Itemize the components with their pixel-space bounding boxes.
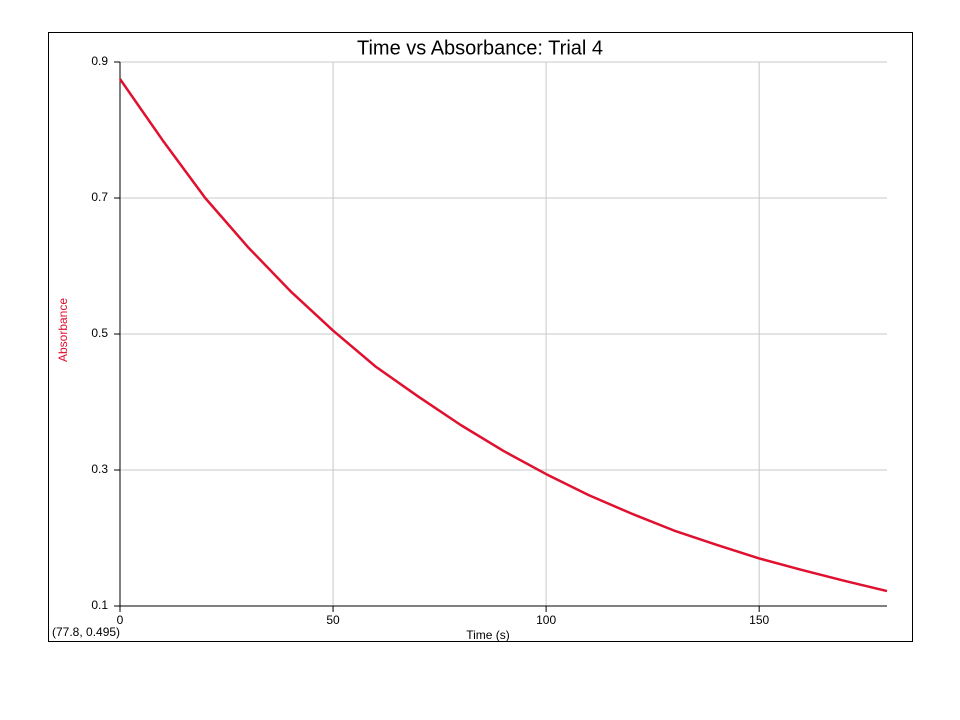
chart-title: Time vs Absorbance: Trial 4	[357, 37, 603, 59]
y-axis-label: Absorbance	[56, 298, 70, 362]
x-tick-label: 0	[117, 613, 124, 627]
x-tick-label: 100	[536, 613, 556, 627]
annotation: (77.8, 0.495)	[52, 625, 120, 639]
y-tick-label: 0.3	[91, 462, 108, 476]
x-tick-label: 150	[749, 613, 769, 627]
frame	[48, 32, 913, 642]
y-tick-label: 0.1	[91, 598, 108, 612]
x-axis-label: Time (s)	[466, 628, 510, 642]
y-tick-label: 0.7	[91, 190, 108, 204]
y-tick-label: 0.9	[91, 54, 108, 68]
x-tick-label: 50	[326, 613, 340, 627]
y-tick-label: 0.5	[91, 326, 108, 340]
data-line	[118, 78, 888, 593]
